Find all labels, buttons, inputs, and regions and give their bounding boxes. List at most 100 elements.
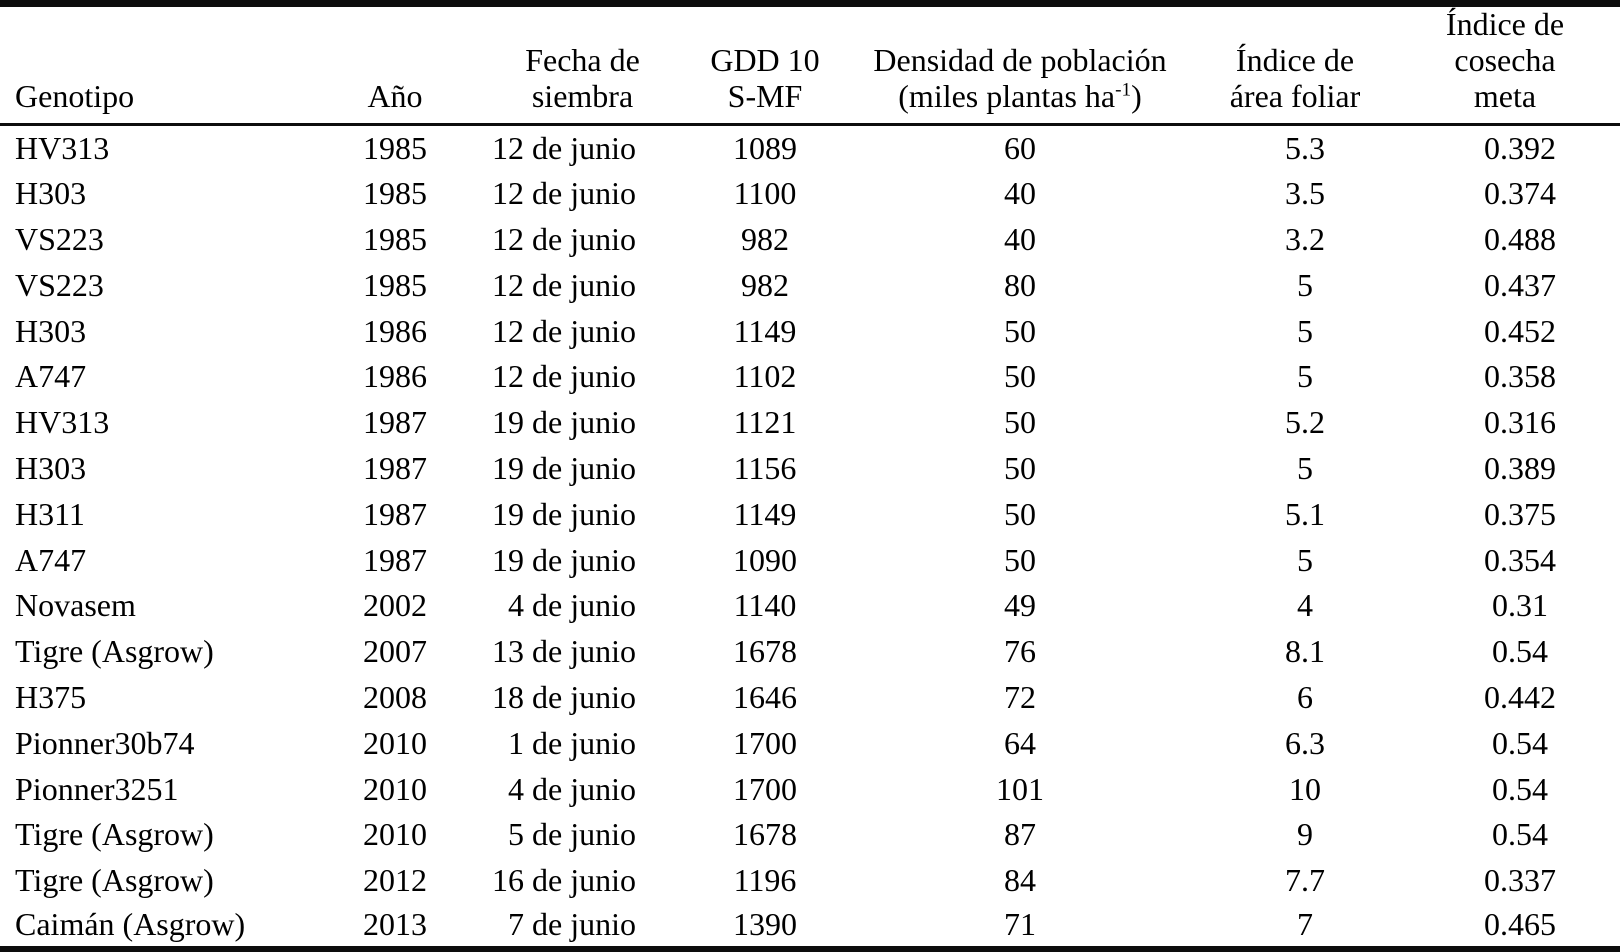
cell-indice-area-foliar: 7 xyxy=(1297,906,1313,943)
cell-densidad: 50 xyxy=(1004,358,1036,395)
cell-densidad: 64 xyxy=(1004,724,1036,761)
cell-densidad: 50 xyxy=(1004,541,1036,578)
cell-gdd: 1100 xyxy=(733,175,797,212)
cell-genotipo: H303 xyxy=(15,449,87,486)
cell-densidad: 40 xyxy=(1004,175,1036,212)
cell-anio: 1987 xyxy=(363,541,427,578)
cell-indice-area-foliar: 3.2 xyxy=(1285,220,1325,257)
table-row: H311 1987 19 de junio 1149 50 5.1 0.375 xyxy=(0,491,1620,537)
cell-gdd: 1646 xyxy=(733,678,797,715)
cell-anio: 2010 xyxy=(363,724,427,761)
header-label-line1: Índice de xyxy=(1235,41,1355,78)
cell-fecha-siembra: 1 de junio xyxy=(508,724,636,761)
header-label: Genotipo xyxy=(15,77,135,114)
cell-fecha-siembra: 7 de junio xyxy=(508,906,636,943)
cell-genotipo: Novasem xyxy=(15,587,136,624)
cell-indice-area-foliar: 5 xyxy=(1297,449,1313,486)
cell-genotipo: Pionner30b74 xyxy=(15,724,195,761)
cell-indice-cosecha: 0.358 xyxy=(1484,358,1556,395)
cell-indice-cosecha: 0.488 xyxy=(1484,220,1556,257)
cell-anio: 1985 xyxy=(363,266,427,303)
table-row: Tigre (Asgrow) 2010 5 de junio 1678 87 9… xyxy=(0,812,1620,858)
cell-gdd: 1700 xyxy=(733,724,797,761)
cell-anio: 2010 xyxy=(363,770,427,807)
cell-densidad: 50 xyxy=(1004,495,1036,532)
cell-gdd: 1121 xyxy=(733,404,797,441)
table-row: HV313 1985 12 de junio 1089 60 5.3 0.392 xyxy=(0,125,1620,171)
cell-genotipo: Tigre (Asgrow) xyxy=(15,633,214,670)
cell-fecha-siembra: 4 de junio xyxy=(508,770,636,807)
cell-gdd: 1140 xyxy=(733,587,797,624)
cell-indice-area-foliar: 3.5 xyxy=(1285,175,1325,212)
header-label-line1: Índice de xyxy=(1445,6,1565,42)
cell-densidad: 87 xyxy=(1004,816,1036,853)
table-row: VS223 1985 12 de junio 982 80 5 0.437 xyxy=(0,262,1620,308)
cell-anio: 1985 xyxy=(363,220,427,257)
cell-anio: 2010 xyxy=(363,816,427,853)
cell-fecha-siembra: 19 de junio xyxy=(492,541,636,578)
cell-gdd: 1678 xyxy=(733,816,797,853)
cell-gdd: 1149 xyxy=(733,312,797,349)
column-header-fecha-siembra: Fecha de siembra xyxy=(450,3,660,127)
cell-indice-cosecha: 0.354 xyxy=(1484,541,1556,578)
cell-fecha-siembra: 4 de junio xyxy=(508,587,636,624)
table-body: HV313 1985 12 de junio 1089 60 5.3 0.392… xyxy=(0,125,1620,949)
cell-fecha-siembra: 16 de junio xyxy=(492,862,636,899)
cell-indice-area-foliar: 8.1 xyxy=(1285,633,1325,670)
cell-indice-cosecha: 0.31 xyxy=(1492,587,1548,624)
cell-indice-cosecha: 0.465 xyxy=(1484,906,1556,943)
cell-densidad: 71 xyxy=(1004,906,1036,943)
cell-gdd: 1089 xyxy=(733,130,797,167)
cell-indice-area-foliar: 6 xyxy=(1297,678,1313,715)
cell-anio: 2007 xyxy=(363,633,427,670)
cell-indice-area-foliar: 9 xyxy=(1297,816,1313,853)
table-row: Pionner3251 2010 4 de junio 1700 101 10 … xyxy=(0,766,1620,812)
cell-genotipo: HV313 xyxy=(15,404,110,441)
cell-indice-cosecha: 0.375 xyxy=(1484,495,1556,532)
cell-genotipo: Tigre (Asgrow) xyxy=(15,816,214,853)
cell-anio: 1987 xyxy=(363,495,427,532)
cell-densidad: 84 xyxy=(1004,862,1036,899)
cell-gdd: 1700 xyxy=(733,770,797,807)
cell-anio: 2013 xyxy=(363,906,427,943)
cell-anio: 2002 xyxy=(363,587,427,624)
cell-gdd: 1156 xyxy=(733,449,797,486)
cell-indice-area-foliar: 5 xyxy=(1297,358,1313,395)
table-header: Genotipo Año Fecha de siembra GDD 10 S-M… xyxy=(0,3,1620,127)
cell-densidad: 50 xyxy=(1004,404,1036,441)
column-header-genotipo: Genotipo xyxy=(0,3,340,127)
cell-gdd: 982 xyxy=(741,220,789,257)
cell-gdd: 1390 xyxy=(733,906,797,943)
table-row: A747 1987 19 de junio 1090 50 5 0.354 xyxy=(0,537,1620,583)
cell-indice-cosecha: 0.389 xyxy=(1484,449,1556,486)
cell-indice-cosecha: 0.54 xyxy=(1492,770,1548,807)
cell-genotipo: Pionner3251 xyxy=(15,770,179,807)
cell-gdd: 1090 xyxy=(733,541,797,578)
cell-genotipo: H303 xyxy=(15,175,87,212)
cell-densidad: 101 xyxy=(996,770,1044,807)
table-row: H303 1986 12 de junio 1149 50 5 0.452 xyxy=(0,308,1620,354)
table-row: H303 1987 19 de junio 1156 50 5 0.389 xyxy=(0,446,1620,492)
table-row: VS223 1985 12 de junio 982 40 3.2 0.488 xyxy=(0,217,1620,263)
header-label-line2: S-MF xyxy=(727,77,803,114)
column-header-anio: Año xyxy=(340,3,450,127)
cell-densidad: 60 xyxy=(1004,130,1036,167)
cell-anio: 2012 xyxy=(363,862,427,899)
cell-anio: 1986 xyxy=(363,358,427,395)
cell-anio: 1985 xyxy=(363,130,427,167)
cell-fecha-siembra: 12 de junio xyxy=(492,130,636,167)
cell-genotipo: VS223 xyxy=(15,266,104,303)
cell-fecha-siembra: 12 de junio xyxy=(492,266,636,303)
cell-gdd: 1102 xyxy=(733,358,797,395)
cell-anio: 1985 xyxy=(363,175,427,212)
column-header-indice-area-foliar: Índice de área foliar xyxy=(1170,3,1420,127)
cell-densidad: 76 xyxy=(1004,633,1036,670)
cell-indice-cosecha: 0.437 xyxy=(1484,266,1556,303)
cell-gdd: 1678 xyxy=(733,633,797,670)
cell-indice-cosecha: 0.392 xyxy=(1484,130,1556,167)
cell-indice-cosecha: 0.54 xyxy=(1492,816,1548,853)
header-label-line2: siembra xyxy=(531,77,634,114)
cell-indice-area-foliar: 5 xyxy=(1297,312,1313,349)
cell-fecha-siembra: 12 de junio xyxy=(492,358,636,395)
